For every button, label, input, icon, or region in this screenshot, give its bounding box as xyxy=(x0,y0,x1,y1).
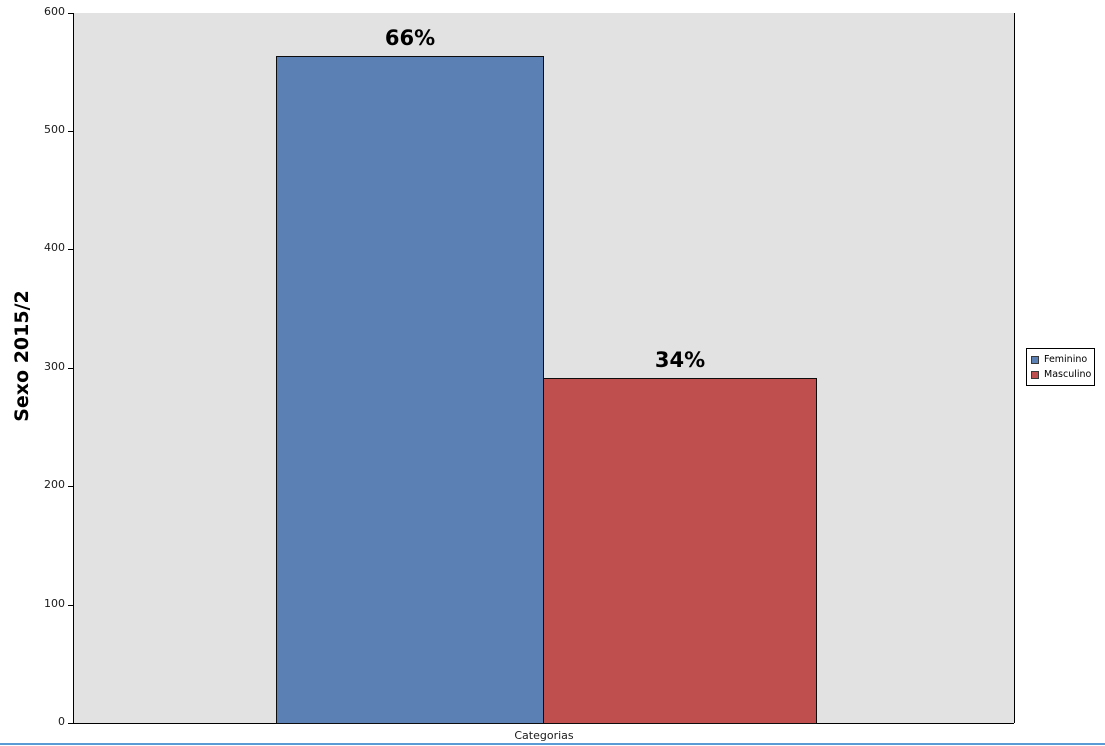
y-tick-mark-100 xyxy=(68,605,74,606)
y-tick-500: 500 xyxy=(0,123,74,136)
y-tick-mark-0 xyxy=(68,723,74,724)
bar-label-masculino: 34% xyxy=(654,348,706,372)
legend-label-feminino: Feminino xyxy=(1044,354,1088,365)
y-tick-label-400: 400 xyxy=(44,241,65,254)
y-tick-label-200: 200 xyxy=(44,478,65,491)
chart-legend[interactable]: Feminino Masculino xyxy=(1026,348,1095,386)
legend-item-masculino[interactable]: Masculino xyxy=(1031,367,1092,382)
y-tick-400: 400 xyxy=(0,241,74,254)
y-tick-mark-500 xyxy=(68,131,74,132)
y-axis-title: Sexo 2015/2 xyxy=(11,290,33,422)
y-tick-label-100: 100 xyxy=(44,597,65,610)
bar-label-feminino: 66% xyxy=(384,26,436,50)
y-tick-mark-400 xyxy=(68,249,74,250)
legend-swatch-feminino-icon xyxy=(1031,355,1039,364)
bar-masculino[interactable] xyxy=(543,378,817,724)
y-tick-300: 300 xyxy=(0,360,74,373)
y-tick-200: 200 xyxy=(0,478,74,491)
bar-feminino[interactable] xyxy=(276,56,544,724)
y-tick-label-0: 0 xyxy=(58,715,65,728)
y-tick-100: 100 xyxy=(0,597,74,610)
y-tick-label-600: 600 xyxy=(44,5,65,18)
y-tick-0: 0 xyxy=(0,715,74,728)
y-tick-mark-300 xyxy=(68,368,74,369)
legend-swatch-masculino-icon xyxy=(1031,370,1039,379)
y-tick-label-300: 300 xyxy=(44,360,65,373)
legend-item-feminino[interactable]: Feminino xyxy=(1031,352,1090,367)
y-tick-mark-600 xyxy=(68,13,74,14)
y-tick-label-500: 500 xyxy=(44,123,65,136)
y-tick-mark-200 xyxy=(68,486,74,487)
bottom-accent-rule xyxy=(0,743,1105,745)
y-tick-600: 600 xyxy=(0,5,74,18)
legend-label-masculino: Masculino xyxy=(1044,369,1092,380)
x-axis-title: Categorias xyxy=(514,729,574,742)
